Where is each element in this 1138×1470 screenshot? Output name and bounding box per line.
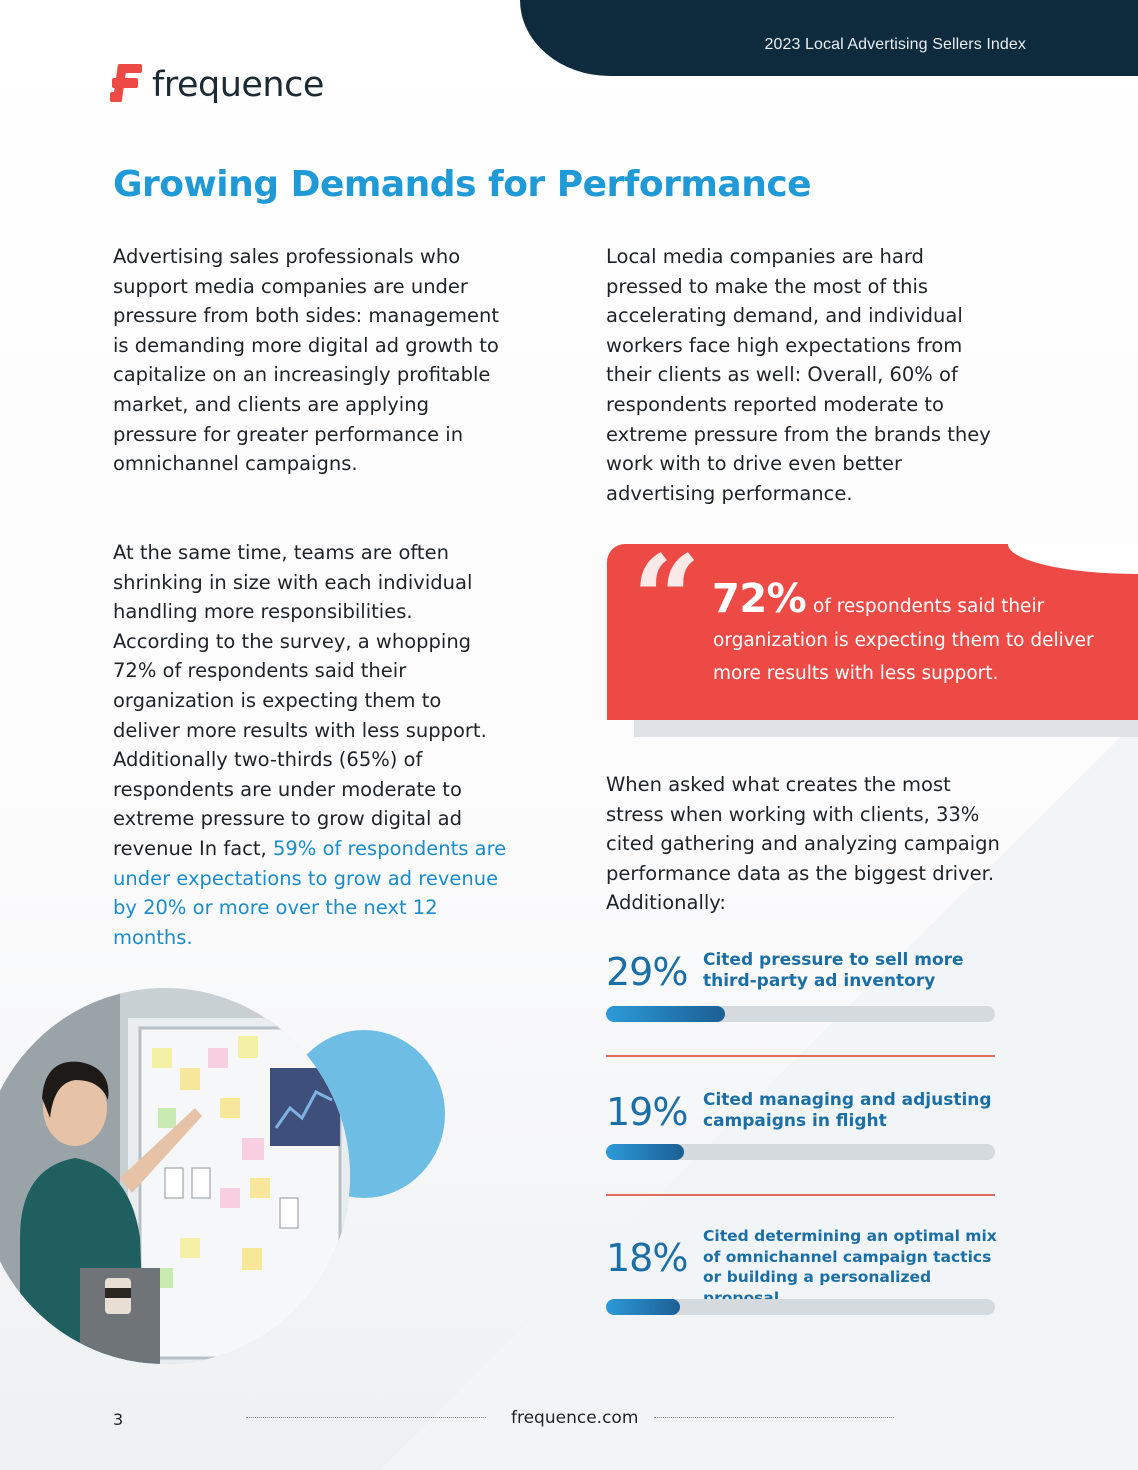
stat-item: 19% Cited managing and adjusting campaig… <box>606 1084 996 1184</box>
stat-progress-track <box>606 1006 995 1022</box>
quote-percentage: 72% <box>712 576 807 622</box>
stat-progress-fill <box>606 1144 684 1160</box>
stat-percentage: 18% <box>606 1236 688 1280</box>
quote-callout <box>607 544 1138 720</box>
paragraph-local-media: Local media companies are hard pressed t… <box>606 245 991 505</box>
stat-progress-fill <box>606 1006 725 1022</box>
stat-item: 18% Cited determining an optimal mix of … <box>606 1224 997 1324</box>
paragraph-stress: When asked what creates the most stress … <box>606 773 1000 915</box>
logo-wordmark: frequence <box>152 65 324 105</box>
stat-label: Cited managing and adjusting campaigns i… <box>703 1090 992 1131</box>
footer-divider-right <box>654 1417 894 1418</box>
page-title: Growing Demands for Performance <box>113 164 812 205</box>
paragraph-teams-highlight: 59% of respondents are under expectation… <box>113 836 507 949</box>
stat-percentage: 29% <box>606 950 688 994</box>
quote-text: of respondents said their organization i… <box>713 596 1094 684</box>
paragraph-teams-text: At the same time, teams are often shrink… <box>113 541 487 860</box>
footer-website-link[interactable]: frequence.com <box>511 1408 639 1428</box>
paragraph-intro: Advertising sales professionals who supp… <box>113 245 500 476</box>
frequence-logo[interactable]: frequence <box>110 62 324 108</box>
frequence-logo-icon <box>110 64 142 102</box>
stat-progress-track <box>606 1144 995 1160</box>
stat-progress-track <box>606 1299 995 1315</box>
report-title: 2023 Local Advertising Sellers Index <box>764 36 1026 53</box>
stat-item: 29% Cited pressure to sell more third-pa… <box>606 944 996 1044</box>
stat-percentage: 19% <box>606 1090 688 1134</box>
stat-progress-fill <box>606 1299 680 1315</box>
header-bar: 2023 Local Advertising Sellers Index <box>520 0 1138 76</box>
stat-label: Cited pressure to sell more third-party … <box>703 950 964 991</box>
stat-divider <box>606 1194 995 1196</box>
stat-label: Cited determining an optimal mix of omni… <box>703 1227 997 1307</box>
quote-mark-icon: “ <box>632 529 702 670</box>
paragraph-teams: At the same time, teams are often shrink… <box>113 538 513 952</box>
footer-divider-left <box>246 1417 486 1418</box>
page-number: 3 <box>113 1410 124 1429</box>
stat-divider <box>606 1055 995 1057</box>
